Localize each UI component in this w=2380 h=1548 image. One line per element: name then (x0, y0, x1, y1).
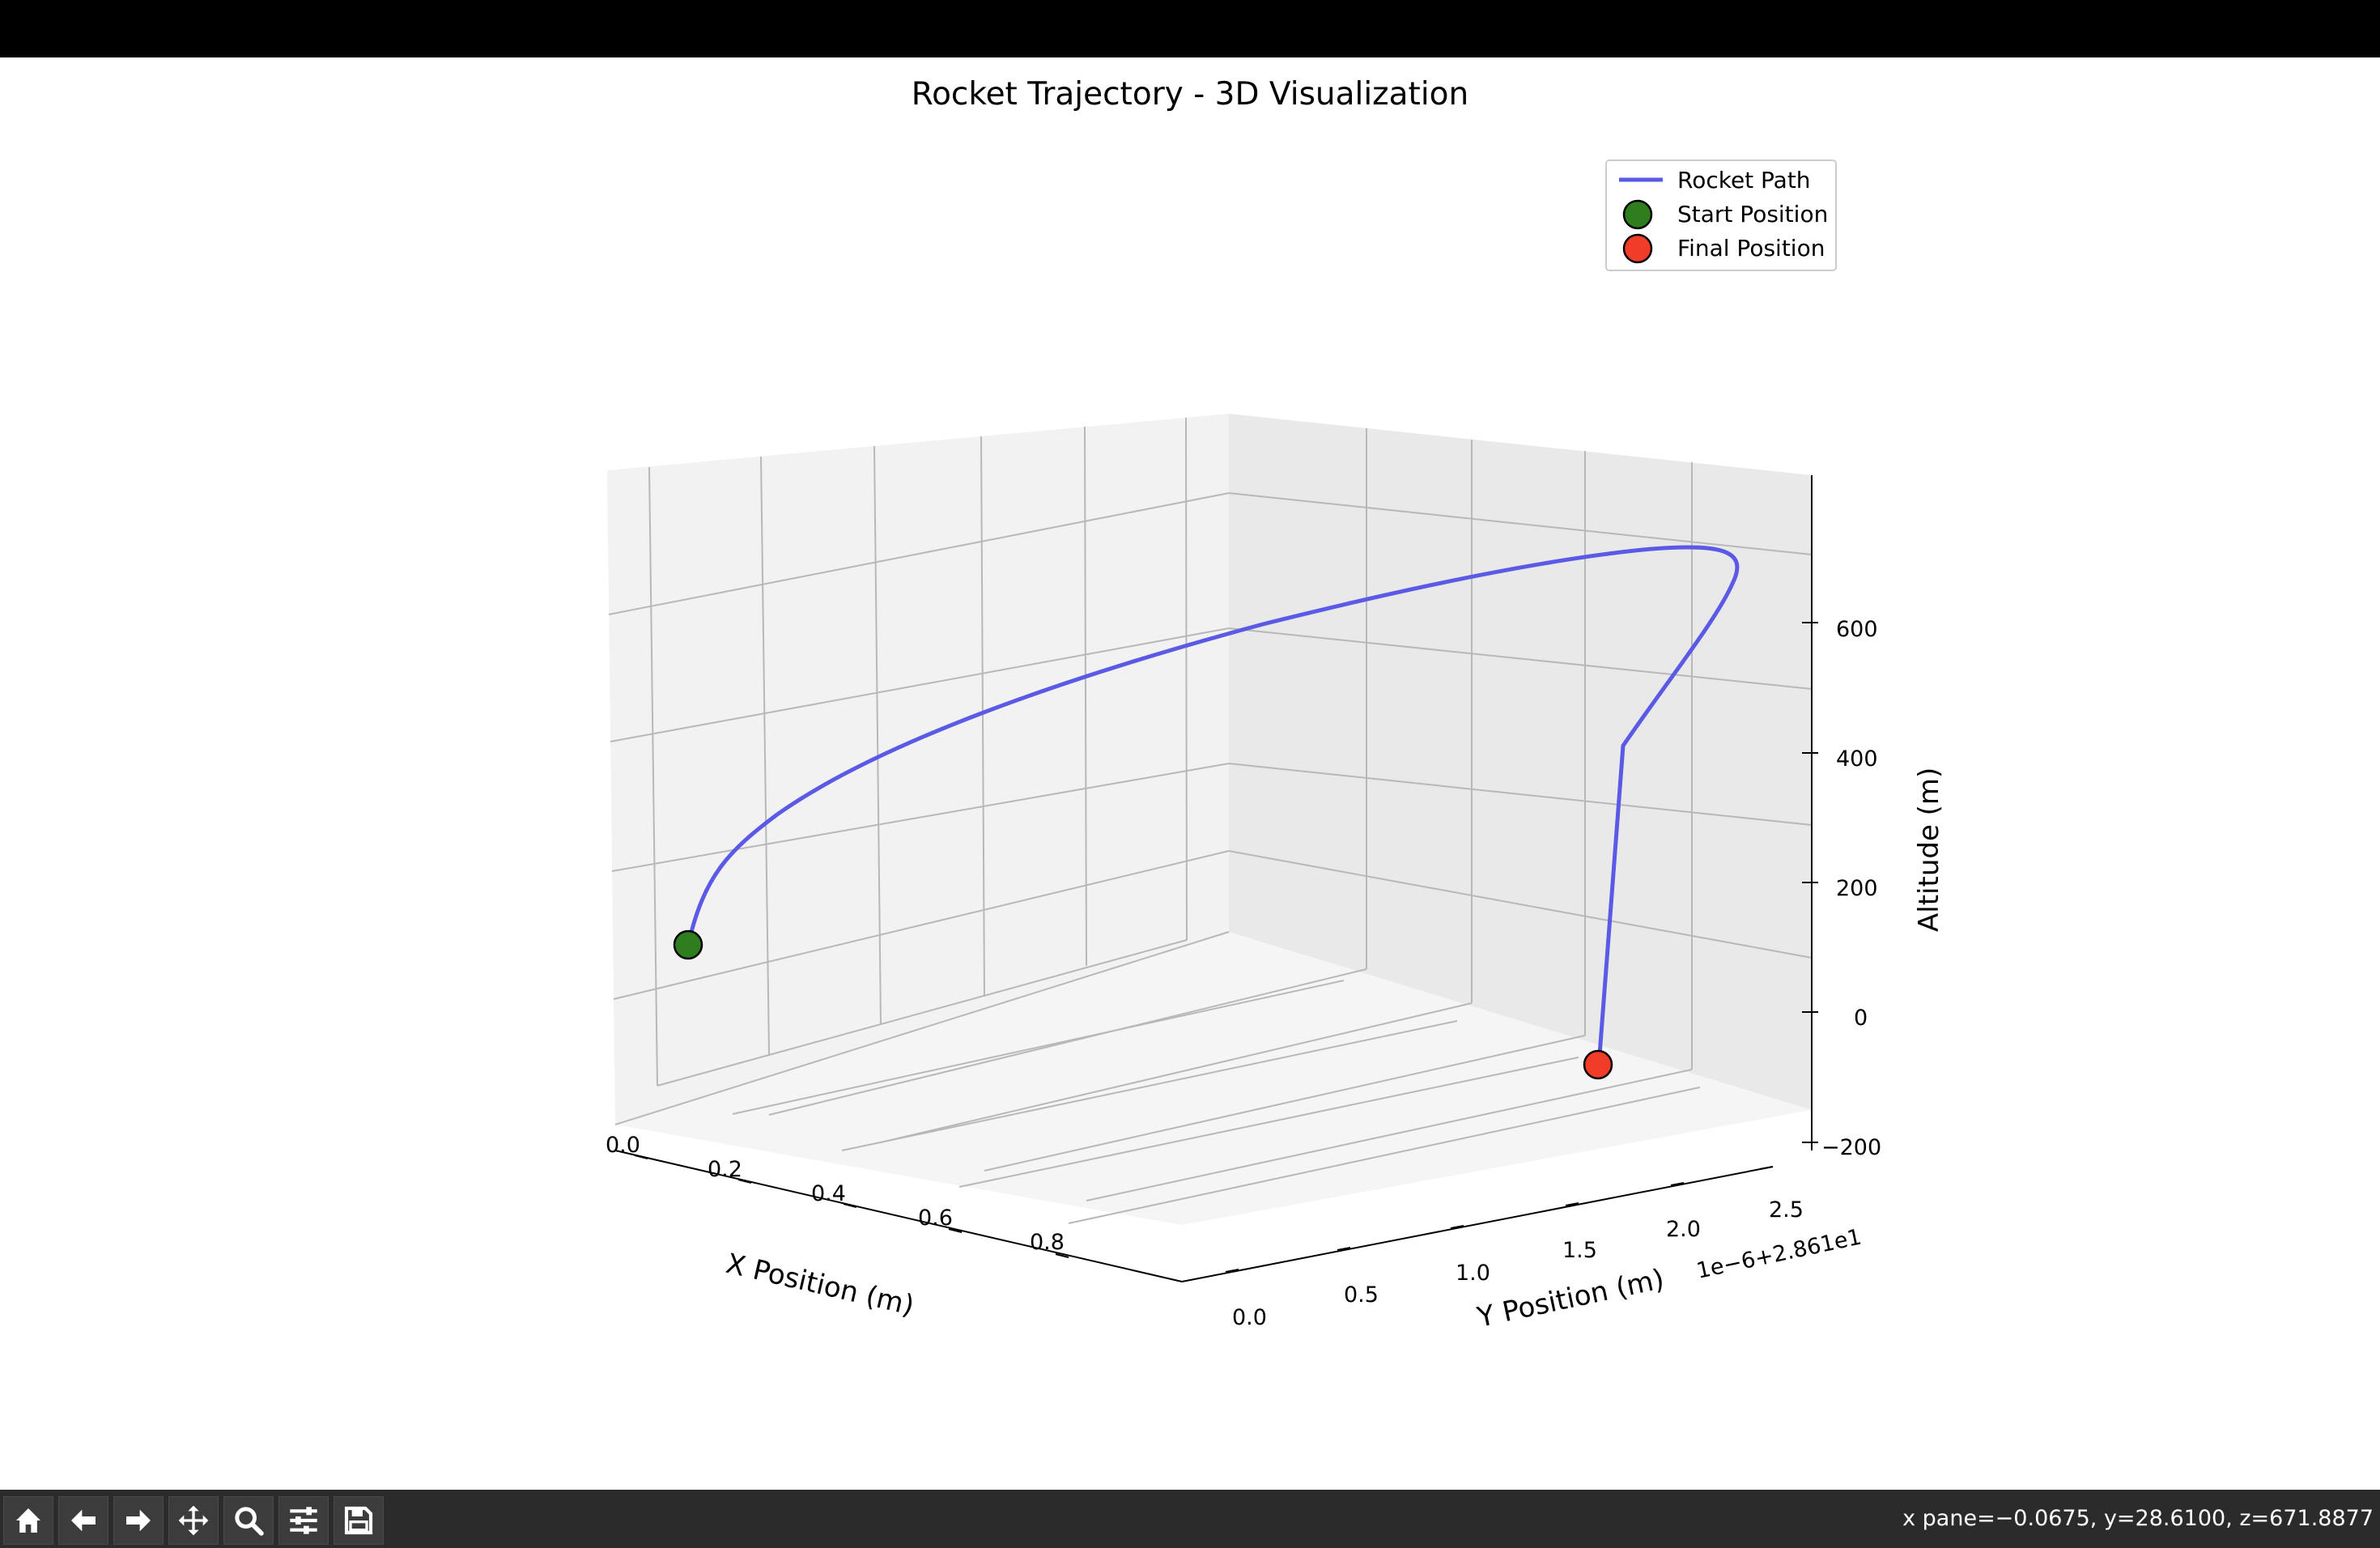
x-axis-label: X Position (m) (723, 1248, 917, 1322)
move-icon (178, 1505, 209, 1536)
legend-label: Rocket Path (1677, 167, 1811, 194)
navigation-toolbar: x pane=−0.0675, y=28.6100, z=671.8877 (0, 1490, 2380, 1548)
z-tick-label: 400 (1836, 746, 1878, 772)
z-tick-label: 200 (1836, 876, 1878, 901)
legend-start-swatch (1622, 199, 1653, 230)
z-axis-label: Altitude (m) (1913, 768, 1945, 932)
x-tick-label: 0.0 (606, 1133, 640, 1158)
y-tick-label: 1.0 (1456, 1261, 1490, 1286)
legend: Rocket Path Start Position Final Positio… (1605, 159, 1837, 271)
z-tick-label: −200 (1821, 1135, 1881, 1160)
x-ticks (634, 1155, 1069, 1258)
back-button[interactable] (58, 1496, 108, 1545)
start-position-marker (673, 929, 703, 960)
x-tick-label: 0.6 (918, 1206, 953, 1231)
y-tick-label: 1.5 (1562, 1238, 1597, 1263)
legend-label: Start Position (1677, 201, 1828, 228)
x-tick-label: 0.8 (1030, 1230, 1065, 1255)
legend-label: Final Position (1677, 235, 1825, 262)
y-tick-label: 2.5 (1769, 1197, 1804, 1223)
forward-button[interactable] (113, 1496, 164, 1545)
sliders-icon (290, 1507, 317, 1534)
grid-lines (608, 417, 1813, 1224)
home-button[interactable] (3, 1496, 53, 1545)
cursor-coordinates: x pane=−0.0675, y=28.6100, z=671.8877 (1902, 1506, 2374, 1531)
axes-3d: 0.0 0.2 0.4 0.6 0.8 X Position (m) 0.0 0… (606, 76, 1945, 1334)
floor-pane (615, 932, 1812, 1225)
y-tick-label: 0.5 (1344, 1282, 1379, 1308)
final-position-marker (1583, 1049, 1613, 1080)
floppy-disk-icon (344, 1506, 373, 1535)
configure-subplots-button[interactable] (278, 1496, 329, 1545)
y-offset-text: 1e−6+2.861e1 (1694, 1224, 1864, 1283)
right-pane (1229, 414, 1812, 1110)
figure-canvas[interactable]: 0.0 0.2 0.4 0.6 0.8 X Position (m) 0.0 0… (0, 57, 2380, 1490)
x-tick-label: 0.4 (811, 1181, 846, 1206)
window-title-bar (0, 0, 2380, 57)
y-tick-label: 0.0 (1232, 1305, 1267, 1330)
z-ticks (1802, 622, 1818, 1143)
magnifier-icon (235, 1507, 264, 1536)
axis-lines (614, 475, 1813, 1282)
z-tick-label: 0 (1854, 1006, 1868, 1031)
y-axis-label: Y Position (m) (1474, 1263, 1668, 1334)
y-ticks (1225, 1166, 1774, 1273)
home-icon (16, 1508, 40, 1533)
legend-final-swatch (1622, 233, 1653, 264)
arrow-left-icon (71, 1509, 96, 1532)
y-tick-label: 2.0 (1666, 1217, 1701, 1242)
x-tick-label: 0.2 (708, 1157, 742, 1182)
save-button[interactable] (334, 1496, 384, 1545)
pan-button[interactable] (168, 1496, 219, 1545)
zoom-button[interactable] (223, 1496, 274, 1545)
rocket-path-line (686, 545, 1740, 1066)
z-tick-label: 600 (1836, 617, 1878, 642)
arrow-right-icon (126, 1509, 151, 1532)
chart-title: Rocket Trajectory - 3D Visualization (912, 76, 1469, 113)
